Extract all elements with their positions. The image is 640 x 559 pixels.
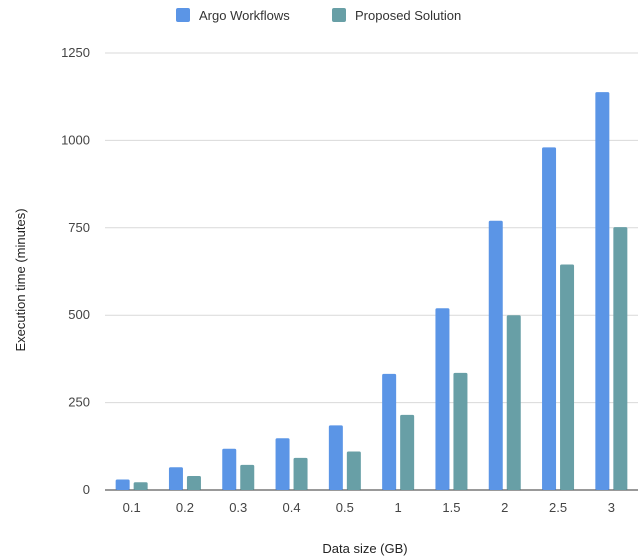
- bar-proposed-solution: [133, 482, 148, 490]
- x-tick-label: 2: [501, 500, 508, 515]
- x-tick-label: 1: [395, 500, 402, 515]
- x-tick-label: 0.4: [283, 500, 301, 515]
- x-tick-label: 3: [608, 500, 615, 515]
- legend-label-proposed: Proposed Solution: [355, 8, 461, 23]
- bar-argo-workflows: [595, 92, 610, 490]
- bar-proposed-solution: [293, 457, 308, 490]
- x-tick-label: 0.2: [176, 500, 194, 515]
- bars: [115, 92, 628, 491]
- x-tick-label: 0.1: [123, 500, 141, 515]
- x-tick-label: 2.5: [549, 500, 567, 515]
- y-tick-label: 250: [68, 395, 90, 410]
- bar-argo-workflows: [328, 425, 343, 490]
- x-axis-title: Data size (GB): [322, 541, 407, 556]
- bar-argo-workflows: [115, 479, 130, 490]
- bar-proposed-solution: [400, 414, 415, 490]
- y-axis-ticks: 0 250 500 750 1000 1250: [61, 45, 90, 497]
- bar-proposed-solution: [506, 315, 521, 490]
- bar-argo-workflows: [435, 308, 450, 490]
- bar-argo-workflows: [488, 220, 503, 491]
- legend: Argo Workflows Proposed Solution: [176, 8, 461, 23]
- bar-proposed-solution: [186, 476, 201, 490]
- x-tick-label: 0.5: [336, 500, 354, 515]
- bar-argo-workflows: [222, 448, 237, 490]
- bar-proposed-solution: [613, 227, 628, 490]
- bar-proposed-solution: [346, 451, 361, 490]
- legend-swatch-argo: [176, 8, 190, 22]
- bar-argo-workflows: [168, 467, 183, 490]
- gridlines: [105, 52, 638, 491]
- y-axis-title: Execution time (minutes): [13, 208, 28, 351]
- bar-proposed-solution: [240, 464, 255, 490]
- y-tick-label: 500: [68, 307, 90, 322]
- bar-argo-workflows: [382, 373, 397, 490]
- y-tick-label: 1250: [61, 45, 90, 60]
- legend-swatch-proposed: [332, 8, 346, 22]
- bar-proposed-solution: [453, 372, 468, 490]
- bar-proposed-solution: [560, 264, 575, 490]
- legend-label-argo: Argo Workflows: [199, 8, 290, 23]
- y-tick-label: 1000: [61, 132, 90, 147]
- x-axis-ticks: 0.1 0.2 0.3 0.4 0.5 1 1.5 2 2.5 3: [123, 500, 615, 515]
- y-tick-label: 750: [68, 220, 90, 235]
- x-tick-label: 1.5: [442, 500, 460, 515]
- bar-argo-workflows: [275, 438, 290, 490]
- bar-argo-workflows: [542, 147, 557, 490]
- y-tick-label: 0: [83, 482, 90, 497]
- x-tick-label: 0.3: [229, 500, 247, 515]
